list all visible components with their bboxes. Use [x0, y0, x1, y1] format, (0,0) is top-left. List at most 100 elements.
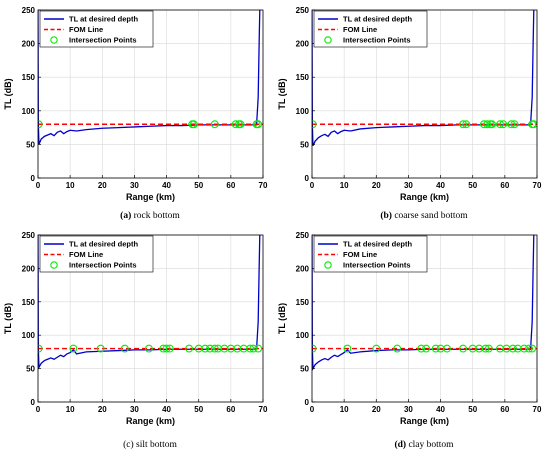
intersection-point-marker [422, 344, 431, 353]
series-group [312, 235, 537, 371]
axes-frame [311, 9, 538, 179]
legend-entry-label: Intersection Points [69, 261, 137, 270]
intersection-point-marker [144, 344, 153, 353]
x-tick-label: 60 [226, 405, 235, 414]
intersection-point-marker [206, 344, 214, 353]
y-tick-label: 200 [22, 40, 36, 49]
y-axis-label: TL (dB) [3, 78, 13, 109]
y-tick-label: 250 [22, 6, 36, 15]
y-tick-label: 100 [22, 107, 36, 116]
legend-marker-intersection [50, 36, 58, 44]
intersection-point-marker [393, 344, 402, 353]
x-tick-label: 60 [500, 405, 509, 414]
x-tick-label: 10 [340, 181, 349, 190]
series-group [38, 10, 263, 145]
x-tick-label: 20 [98, 181, 107, 190]
y-tick-label: 250 [296, 231, 310, 240]
y-tick-label: 100 [296, 107, 310, 116]
legend-marker-intersection [324, 261, 332, 269]
x-tick-label: 40 [162, 181, 171, 190]
intersection-point-marker [96, 344, 105, 353]
intersection-point-marker [201, 344, 210, 353]
chart-panel-4: 0 10 20 30 40 50 60 70 0 50 100 150 200 250 Range (km)… [277, 231, 542, 450]
y-tick-label: 150 [296, 298, 310, 307]
intersection-point-marker [185, 344, 194, 353]
intersection-point-marker [236, 120, 245, 129]
intersection-point-marker [417, 344, 426, 353]
y-tick-label: 0 [31, 398, 36, 407]
x-axis-label: Range (km) [126, 192, 175, 202]
panel-caption-text: coarse sand bottom [392, 211, 468, 221]
x-tick-label: 20 [372, 181, 381, 190]
x-tick-label: 0 [310, 181, 315, 190]
x-tick-label: 70 [533, 405, 542, 414]
intersection-point-marker [496, 120, 504, 129]
intersection-point-marker [481, 344, 490, 353]
panel-caption-letter: (d) [394, 439, 406, 450]
intersection-point-marker [484, 344, 493, 353]
intersection-point-marker [462, 120, 471, 129]
y-tick-label: 0 [31, 174, 36, 183]
intersection-point-marker [312, 344, 317, 353]
intersection-point-marker [69, 344, 78, 353]
y-axis-label: TL (dB) [3, 303, 13, 334]
intersection-point-marker [431, 344, 440, 353]
x-tick-label: 10 [340, 405, 349, 414]
y-tick-label: 200 [22, 264, 36, 273]
intersection-point-marker [254, 344, 263, 353]
legend-entry-label: TL at desired depth [343, 240, 412, 249]
intersection-point-marker [528, 344, 537, 353]
legend-marker-intersection [50, 261, 58, 269]
y-tick-label: 250 [22, 231, 36, 240]
y-tick-label: 50 [300, 365, 309, 374]
intersection-point-marker [459, 344, 468, 353]
x-tick-label: 0 [310, 405, 315, 414]
legend-entry-label: FOM Line [69, 25, 103, 34]
x-axis-label: Range (km) [126, 416, 175, 426]
series-group [312, 10, 537, 147]
x-tick-label: 70 [259, 405, 268, 414]
panel-caption-letter: (a) [120, 210, 131, 221]
y-axis-label: TL (dB) [277, 303, 287, 334]
chart-panel-3: 0 10 20 30 40 50 60 70 0 50 100 150 200 250 Range (km)… [3, 231, 268, 450]
intersection-point-marker [525, 344, 533, 353]
x-tick-label: 50 [468, 405, 477, 414]
panel-caption: (d) clay bottom [394, 439, 454, 450]
x-tick-label: 30 [130, 405, 139, 414]
legend-entry-label: FOM Line [343, 25, 377, 34]
legend-entry-label: TL at desired depth [343, 15, 412, 24]
y-tick-label: 200 [296, 264, 310, 273]
intersection-point-marker [488, 120, 496, 129]
x-tick-label: 70 [259, 181, 268, 190]
x-tick-label: 40 [162, 405, 171, 414]
panel-caption: (b) coarse sand bottom [380, 210, 468, 221]
x-axis-label: Range (km) [400, 416, 449, 426]
intersection-point-marker [529, 120, 537, 129]
y-axis-label: TL (dB) [277, 78, 287, 109]
y-tick-label: 200 [296, 40, 310, 49]
x-tick-label: 50 [194, 181, 203, 190]
x-tick-label: 0 [36, 405, 41, 414]
legend-entry-label: FOM Line [69, 250, 103, 259]
x-tick-label: 40 [436, 405, 445, 414]
intersection-point-marker [165, 344, 174, 353]
y-tick-label: 50 [26, 365, 35, 374]
x-tick-label: 70 [533, 181, 542, 190]
x-tick-label: 30 [130, 181, 139, 190]
y-tick-label: 150 [22, 298, 36, 307]
legend-entry-label: Intersection Points [69, 36, 137, 45]
legend-marker-intersection [324, 36, 332, 44]
tl-curve [38, 10, 261, 145]
legend-entry-label: Intersection Points [343, 261, 411, 270]
panel-caption: (a) rock bottom [120, 210, 180, 221]
tl-curve [312, 10, 535, 147]
axes-frame [311, 234, 538, 403]
intersection-point-marker [507, 120, 516, 129]
x-tick-label: 10 [66, 181, 75, 190]
y-tick-label: 50 [300, 140, 309, 149]
intersection-point-marker [372, 344, 381, 353]
